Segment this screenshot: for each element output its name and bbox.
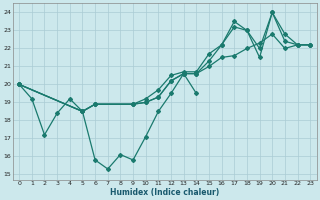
X-axis label: Humidex (Indice chaleur): Humidex (Indice chaleur) xyxy=(110,188,219,197)
